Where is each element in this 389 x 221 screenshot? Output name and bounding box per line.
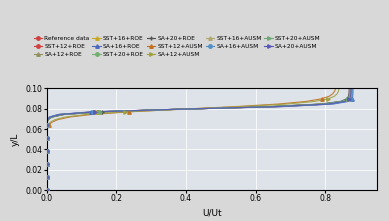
Y-axis label: y/L: y/L (11, 133, 20, 146)
Legend: Reference data, SST+12+ROE, SA+12+ROE, SST+16+ROE, SA+16+ROE, SST+20+ROE, SA+20+: Reference data, SST+12+ROE, SA+12+ROE, S… (33, 35, 321, 58)
X-axis label: U/Ut: U/Ut (202, 209, 222, 218)
